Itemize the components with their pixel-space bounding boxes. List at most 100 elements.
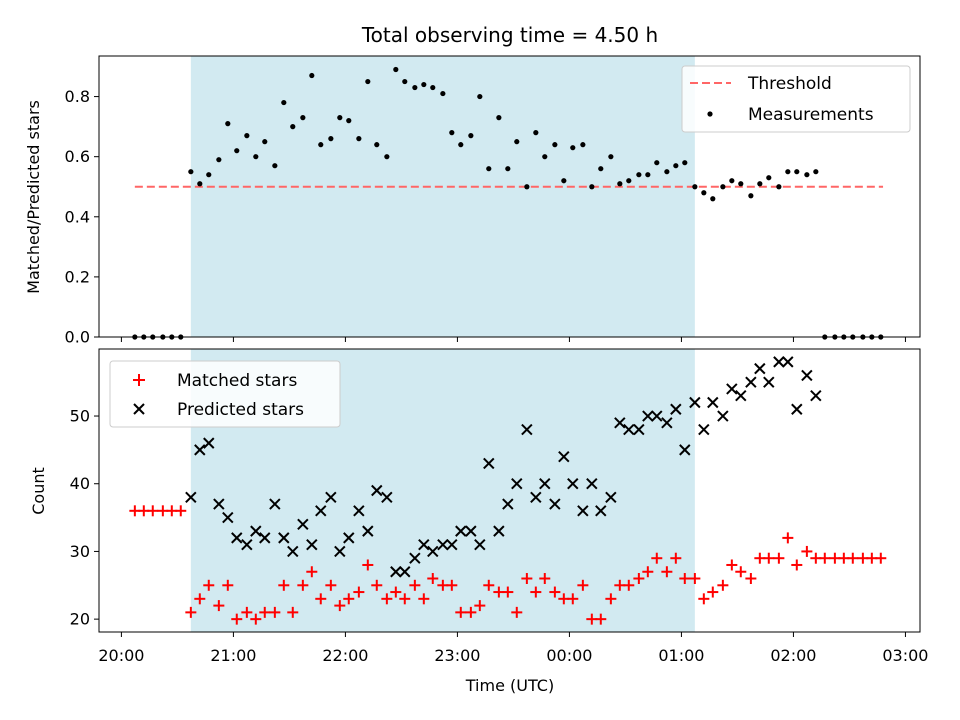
predicted-star-point [773,356,785,368]
predicted-star-point [231,532,243,544]
matched-star-point [297,579,309,591]
measurement-point [645,172,651,178]
matched-star-point [455,606,467,618]
matched-star-point [735,566,747,578]
top-panel: 0.00.20.40.60.8 Matched/Predicted stars … [24,55,921,347]
measurement-point [720,184,726,190]
measurement-point [729,178,735,184]
measurement-point [570,145,576,151]
matched-star-point [651,552,663,564]
measurement-point [785,169,791,175]
predicted-star-point [577,505,589,517]
matched-star-point [446,579,458,591]
measurement-point [458,142,464,148]
predicted-star-point [633,423,645,436]
top-plot-frame [98,55,921,338]
top-y-tick-label: 0.0 [65,328,90,347]
matched-star-point [633,573,645,585]
predicted-star-point [763,376,775,388]
measurement-point [421,81,427,88]
measurement-point [365,78,371,85]
matched-star-point [745,573,757,585]
predicted-star-point [595,505,607,517]
matched-star-point [194,593,206,605]
matched-star-point [595,613,607,625]
measurement-point [514,139,520,145]
measurement-point [505,166,511,172]
matched-star-point [175,505,187,517]
measurement-point [225,121,231,127]
matched-star-point [147,505,159,517]
matched-star-point [819,552,831,564]
predicted-star-point [549,498,561,510]
predicted-star-point [250,525,262,537]
predicted-star-point [511,478,523,490]
measurement-point [552,142,558,148]
matched-star-point [679,573,691,585]
matched-star-point [427,573,439,585]
matched-star-point [847,552,859,564]
matched-star-point [269,606,281,618]
measurement-point [766,175,772,181]
predicted-star-point [745,376,757,388]
measurement-point [580,142,586,148]
predicted-star-point [717,410,729,422]
measurement-point [449,130,455,136]
measurement-point [477,93,483,100]
matched-star-point [409,579,421,591]
matched-star-point [390,586,402,598]
measurement-point [206,172,212,178]
measurement-point [636,172,642,178]
measurement-point [804,172,810,178]
count-points [129,356,887,625]
measurement-point [664,169,670,175]
measurement-point [402,78,408,85]
matched-star-point [213,600,225,612]
matched-star-point [306,566,318,578]
bottom-y-axis-label: Count [29,467,48,515]
predicted-star-point [567,478,579,490]
legend-matched-swatch [133,374,145,386]
bottom-legend: Matched stars Predicted stars [109,360,341,428]
measurement-point [384,154,390,160]
predicted-star-point [315,505,327,517]
predicted-star-point [726,383,738,395]
predicted-star-point [241,538,253,551]
measurement-point [346,118,352,124]
predicted-star-point [353,505,365,517]
matched-star-point [362,559,374,571]
matched-star-point [343,593,355,605]
predicted-star-point [558,450,570,463]
matched-star-point [353,586,365,598]
measurement-point [598,166,604,172]
measurement-point [524,184,530,190]
matched-star-point [259,606,271,618]
measurement-point [673,163,679,169]
matched-star-point [474,600,486,612]
x-tick-label: 03:00 [882,646,928,665]
matched-star-point [399,593,411,605]
legend-predicted-swatch [133,403,145,415]
x-axis-label: Time (UTC) [465,676,554,695]
matched-star-point [763,552,775,564]
legend-measurements-label: Measurements [748,105,874,125]
matched-star-point [577,579,589,591]
matched-star-point [549,586,561,598]
matched-star-point [334,600,346,612]
x-tick-label: 02:00 [770,646,816,665]
matched-star-point [483,579,495,591]
predicted-star-point [222,511,234,524]
predicted-star-point [493,525,505,537]
predicted-star-point [185,491,197,503]
x-tick-label: 22:00 [322,646,368,665]
measurement-point [496,115,502,121]
predicted-star-point [278,532,290,544]
measurement-point [318,142,324,148]
matched-star-point [511,606,523,618]
matched-star-point [185,606,197,618]
predicted-star-point [213,498,225,510]
predicted-star-point [455,525,467,537]
x-tick-label: 20:00 [98,646,144,665]
predicted-star-point [754,362,766,375]
predicted-star-point [362,525,374,537]
